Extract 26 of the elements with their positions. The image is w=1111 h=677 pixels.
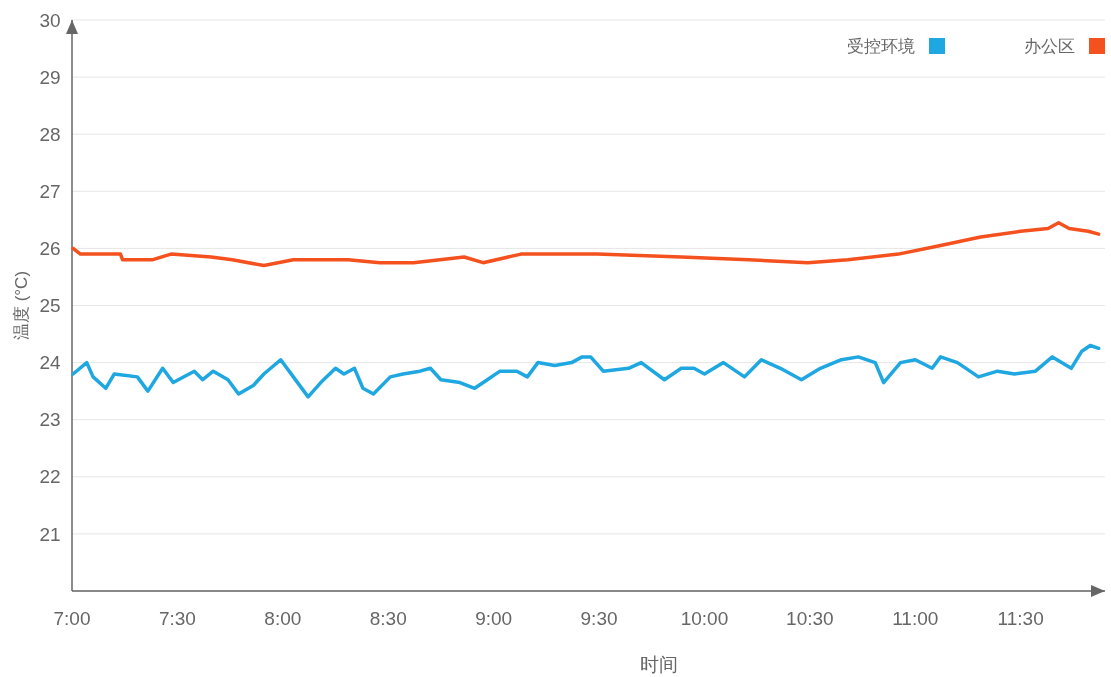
legend-label: 受控环境 <box>847 36 915 56</box>
x-tick-label: 7:30 <box>158 608 196 629</box>
y-tick-label: 27 <box>39 180 61 202</box>
y-tick-label: 22 <box>39 466 61 488</box>
x-axis-title: 时间 <box>639 654 678 675</box>
x-tick-label: 9:30 <box>580 608 618 629</box>
y-tick-label: 23 <box>39 409 61 431</box>
legend-label: 办公区 <box>1024 36 1075 56</box>
y-tick-label: 28 <box>39 123 61 145</box>
y-tick-label: 30 <box>39 9 61 31</box>
x-tick-label: 9:00 <box>475 608 513 629</box>
y-tick-label: 24 <box>39 352 61 374</box>
x-tick-label: 10:30 <box>786 608 834 629</box>
x-tick-label: 11:30 <box>997 608 1044 629</box>
x-tick-label: 8:00 <box>264 608 302 629</box>
x-tick-label: 8:30 <box>369 608 407 629</box>
y-tick-label: 25 <box>39 295 61 317</box>
x-tick-label: 7:00 <box>53 608 91 629</box>
line-series <box>71 220 1101 268</box>
y-tick-label: 26 <box>39 238 61 260</box>
line-series <box>71 343 1101 399</box>
y-tick-label: 29 <box>39 66 61 88</box>
x-tick-label: 11:00 <box>892 608 939 629</box>
y-tick-label: 21 <box>39 523 61 545</box>
x-tick-label: 10:00 <box>680 608 729 629</box>
y-axis-title: 温度 (°C) <box>12 270 31 341</box>
